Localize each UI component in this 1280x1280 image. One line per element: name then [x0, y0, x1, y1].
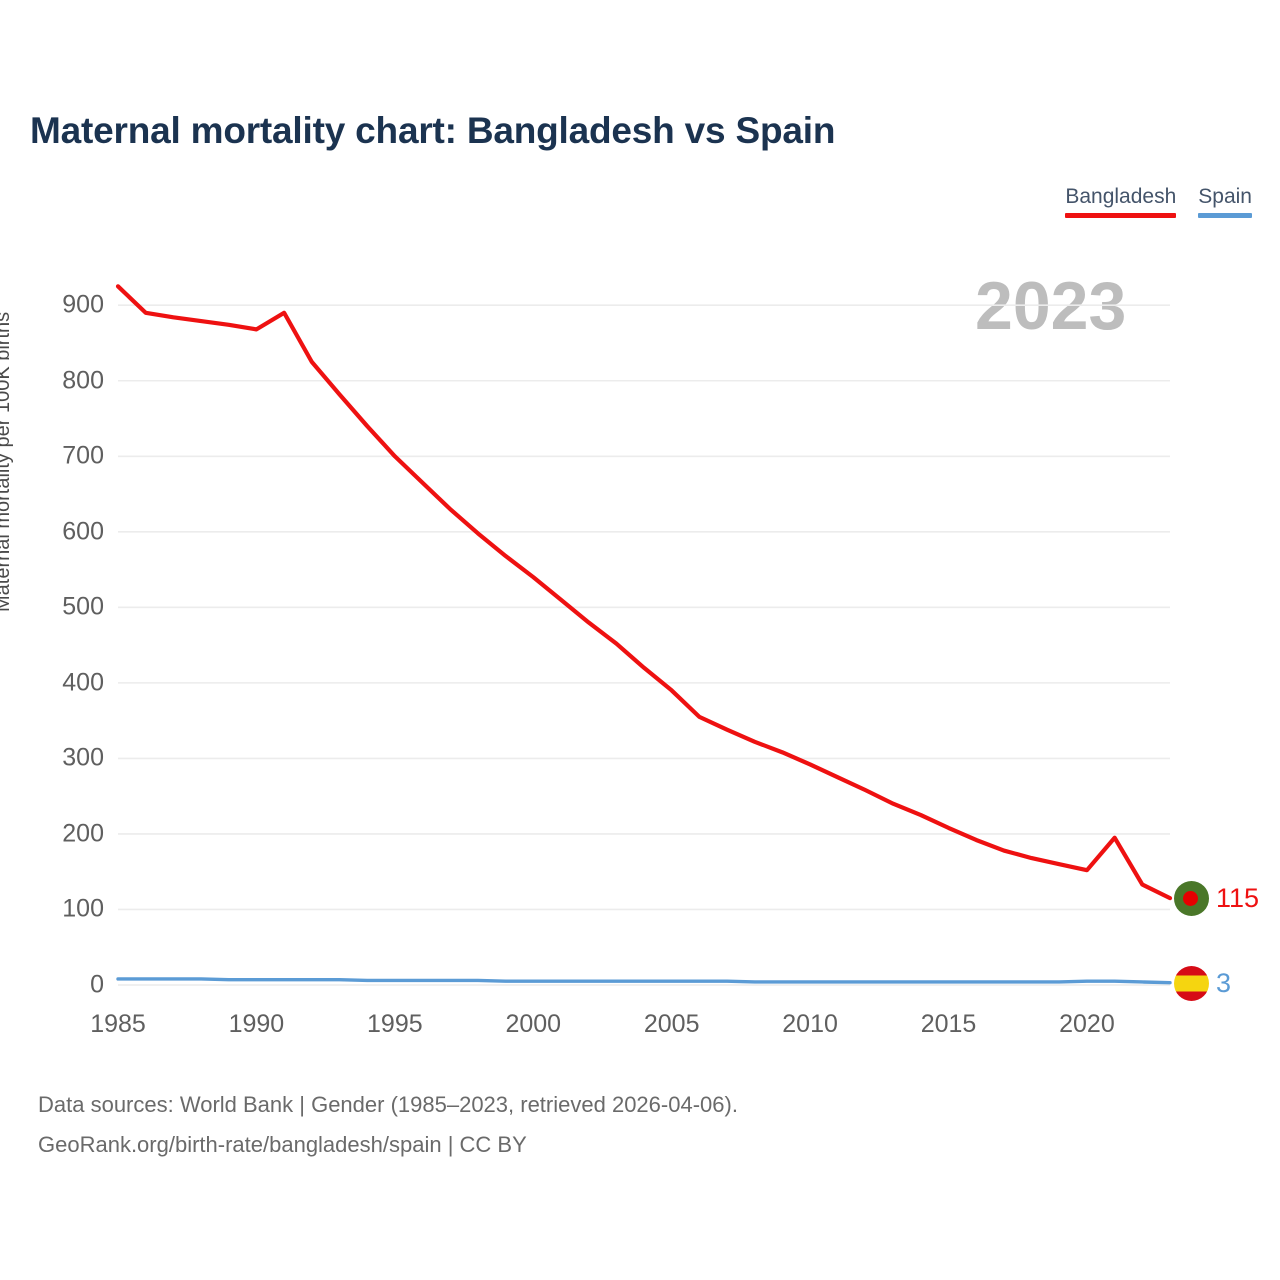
- chart-plot-svg: [118, 275, 1170, 985]
- legend-item-bangladesh[interactable]: Bangladesh: [1065, 185, 1177, 218]
- y-tick-label: 0: [90, 970, 104, 999]
- y-tick-label: 100: [62, 894, 104, 923]
- end-value-spain: 3: [1216, 967, 1232, 998]
- y-tick-label: 800: [62, 366, 104, 395]
- y-tick-label: 300: [62, 743, 104, 772]
- y-tick-label: 500: [62, 592, 104, 621]
- x-tick-label: 1990: [228, 1010, 285, 1038]
- end-marker-bangladesh[interactable]: 115: [1174, 881, 1260, 917]
- series-line-bangladesh: [118, 286, 1170, 898]
- x-tick-label: 2010: [782, 1010, 838, 1038]
- x-tick-label: 2020: [1059, 1010, 1115, 1038]
- spain-flag-icon: [1174, 965, 1209, 1001]
- y-tick-label: 900: [62, 290, 104, 319]
- y-tick-label: 600: [62, 517, 104, 546]
- legend-label-spain: Spain: [1198, 185, 1252, 208]
- plot-area: [118, 275, 1170, 985]
- bangladesh-flag-icon: [1174, 881, 1209, 917]
- legend-label-bangladesh: Bangladesh: [1065, 185, 1177, 208]
- x-tick-label: 1995: [367, 1010, 423, 1038]
- page-title: Maternal mortality chart: Bangladesh vs …: [30, 110, 836, 151]
- footer-line-attribution: GeoRank.org/birth-rate/bangladesh/spain …: [38, 1132, 527, 1157]
- y-tick-label: 700: [62, 441, 104, 470]
- y-axis-title: Maternal mortality per 100K births: [0, 311, 14, 612]
- x-tick-label: 2015: [920, 1010, 977, 1038]
- legend-item-spain[interactable]: Spain: [1198, 185, 1252, 218]
- x-tick-label: 2000: [505, 1010, 562, 1038]
- x-tick-label: 1985: [90, 1010, 146, 1038]
- end-value-bangladesh: 115: [1216, 883, 1260, 914]
- y-tick-label: 400: [62, 668, 104, 697]
- x-tick-label: 2005: [643, 1010, 700, 1038]
- chart-legend: Bangladesh Spain: [1065, 185, 1252, 218]
- legend-swatch-bangladesh: [1065, 213, 1177, 218]
- footer-credits: Data sources: World Bank | Gender (1985–…: [38, 1085, 738, 1165]
- y-tick-label: 200: [62, 819, 104, 848]
- legend-swatch-spain: [1198, 213, 1252, 218]
- end-marker-spain[interactable]: 3: [1174, 965, 1232, 1001]
- series-line-spain: [118, 979, 1170, 983]
- footer-line-sources: Data sources: World Bank | Gender (1985–…: [38, 1092, 738, 1117]
